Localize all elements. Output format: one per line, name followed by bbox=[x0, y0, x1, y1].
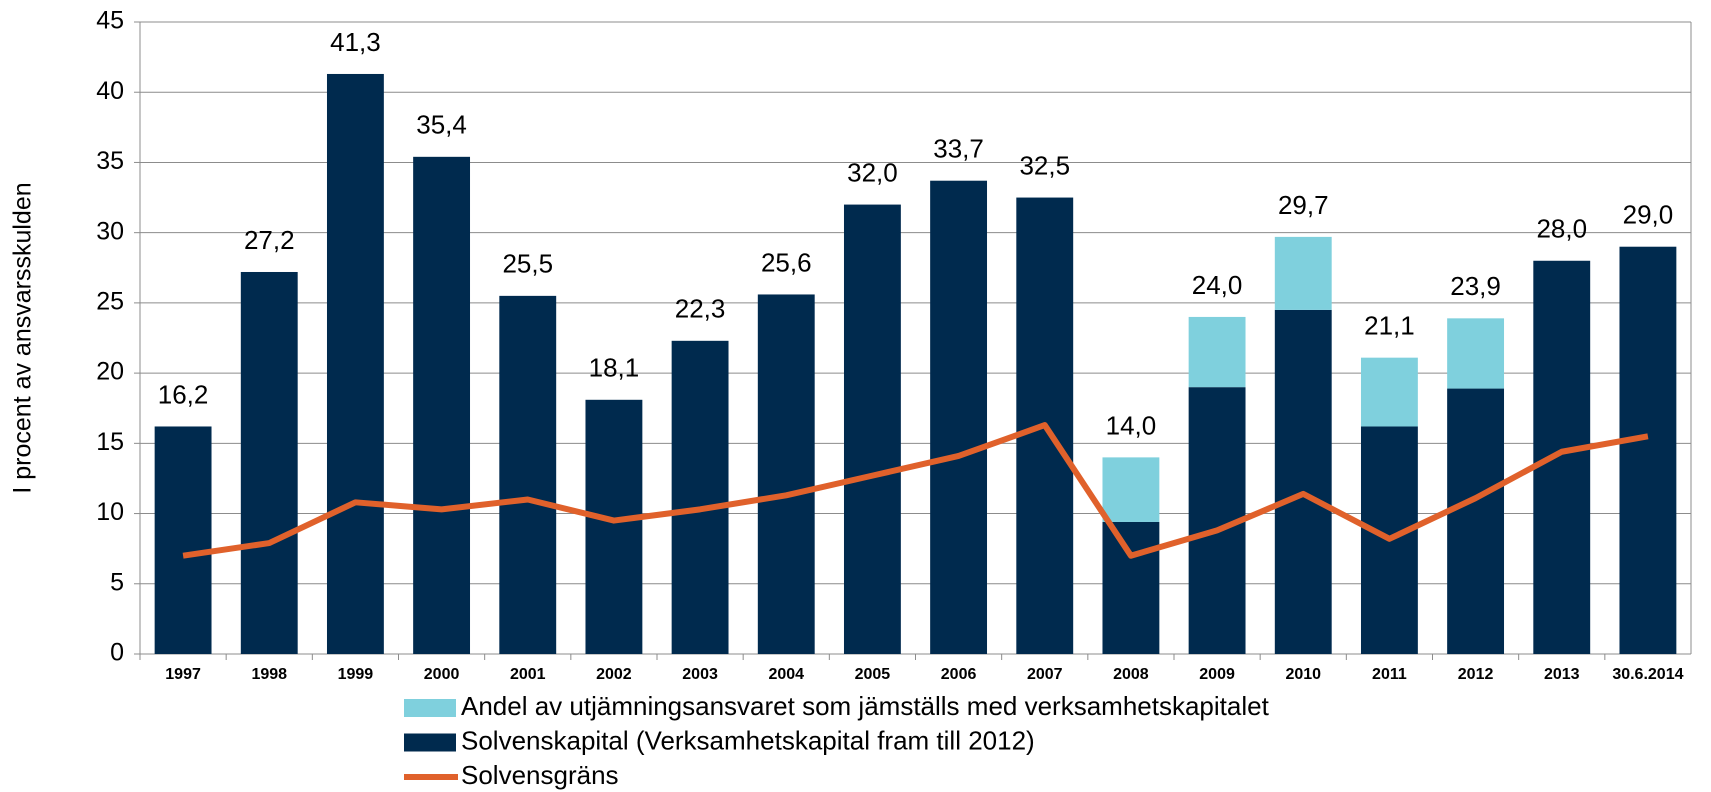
x-tick-label: 1999 bbox=[338, 666, 374, 683]
x-tick-label: 2007 bbox=[1027, 666, 1063, 683]
bar-segment bbox=[1188, 316, 1246, 388]
bar-segment bbox=[413, 156, 471, 654]
y-tick-label: 0 bbox=[110, 639, 124, 667]
legend-swatch bbox=[404, 733, 456, 752]
y-axis-title: I procent av ansvarsskulden bbox=[9, 182, 37, 493]
x-tick-label: 2005 bbox=[855, 666, 891, 683]
y-tick-label: 20 bbox=[96, 358, 124, 386]
bar-segment bbox=[1274, 309, 1332, 654]
x-tick-label: 30.6.2014 bbox=[1612, 666, 1683, 683]
y-tick-label: 5 bbox=[110, 568, 124, 596]
value-label: 16,2 bbox=[158, 379, 209, 409]
x-tick-label: 2013 bbox=[1544, 666, 1580, 683]
y-tick-label: 15 bbox=[96, 428, 124, 456]
x-tick-label: 2010 bbox=[1285, 666, 1321, 683]
bar-segment bbox=[154, 426, 212, 654]
x-tick-label: 2003 bbox=[682, 666, 718, 683]
value-label: 24,0 bbox=[1192, 270, 1243, 300]
line bbox=[182, 422, 1649, 559]
x-tick-label: 2004 bbox=[768, 666, 804, 683]
bar-segment bbox=[671, 340, 729, 654]
value-label: 35,4 bbox=[416, 110, 467, 140]
bar-segment bbox=[757, 294, 815, 654]
value-label: 23,9 bbox=[1450, 271, 1501, 301]
x-tick-label: 2001 bbox=[510, 666, 546, 683]
x-tick-label: 2012 bbox=[1458, 666, 1494, 683]
value-label: 29,0 bbox=[1623, 200, 1674, 230]
x-tick-label: 2009 bbox=[1199, 666, 1235, 683]
bar-segment bbox=[1360, 357, 1418, 427]
value-label: 18,1 bbox=[589, 353, 640, 383]
y-tick-label: 30 bbox=[96, 217, 124, 245]
x-tick-label: 1998 bbox=[251, 666, 287, 683]
value-label: 22,3 bbox=[675, 294, 726, 324]
legend-label: Solvenskapital (Verksamhetskapital fram … bbox=[461, 725, 1035, 755]
value-label: 33,7 bbox=[933, 134, 984, 164]
value-label: 32,0 bbox=[847, 157, 898, 187]
bar-segment bbox=[1102, 457, 1160, 522]
bar-segment bbox=[1533, 260, 1591, 654]
value-label: 25,5 bbox=[502, 249, 553, 279]
y-tick-label: 25 bbox=[96, 287, 124, 315]
x-tick-label: 2008 bbox=[1113, 666, 1149, 683]
value-label: 28,0 bbox=[1536, 214, 1587, 244]
legend-swatch bbox=[404, 699, 456, 717]
bar-segment bbox=[1447, 388, 1505, 654]
bar-segment bbox=[326, 73, 384, 654]
value-label: 25,6 bbox=[761, 247, 812, 277]
value-label: 21,1 bbox=[1364, 311, 1415, 341]
y-tick-label: 40 bbox=[96, 77, 124, 105]
bar-segment bbox=[843, 204, 901, 655]
bar-segment bbox=[1447, 318, 1505, 389]
legend-label: Solvensgräns bbox=[461, 760, 619, 790]
bar-segment bbox=[585, 399, 643, 654]
bar-segment bbox=[1619, 246, 1677, 654]
value-label: 27,2 bbox=[244, 225, 295, 255]
x-tick-label: 1997 bbox=[165, 666, 201, 683]
bar-segment bbox=[240, 271, 298, 654]
value-label: 32,5 bbox=[1019, 150, 1070, 180]
legend-label: Andel av utjämningsansvaret som jämställ… bbox=[461, 691, 1270, 721]
value-label: 41,3 bbox=[330, 27, 381, 57]
bar-segment bbox=[930, 180, 988, 655]
x-tick-label: 2011 bbox=[1372, 666, 1407, 683]
x-tick-label: 2006 bbox=[941, 666, 977, 683]
bar-segment bbox=[499, 295, 557, 654]
value-label: 14,0 bbox=[1106, 410, 1157, 440]
x-tick-label: 2000 bbox=[424, 666, 460, 683]
bar-segment bbox=[1102, 521, 1160, 654]
y-tick-label: 45 bbox=[96, 7, 124, 35]
bar-segment bbox=[1274, 236, 1332, 310]
x-tick-label: 2002 bbox=[596, 666, 632, 683]
y-tick-label: 35 bbox=[96, 147, 124, 175]
y-tick-label: 10 bbox=[96, 498, 124, 526]
value-label: 29,7 bbox=[1278, 190, 1329, 220]
